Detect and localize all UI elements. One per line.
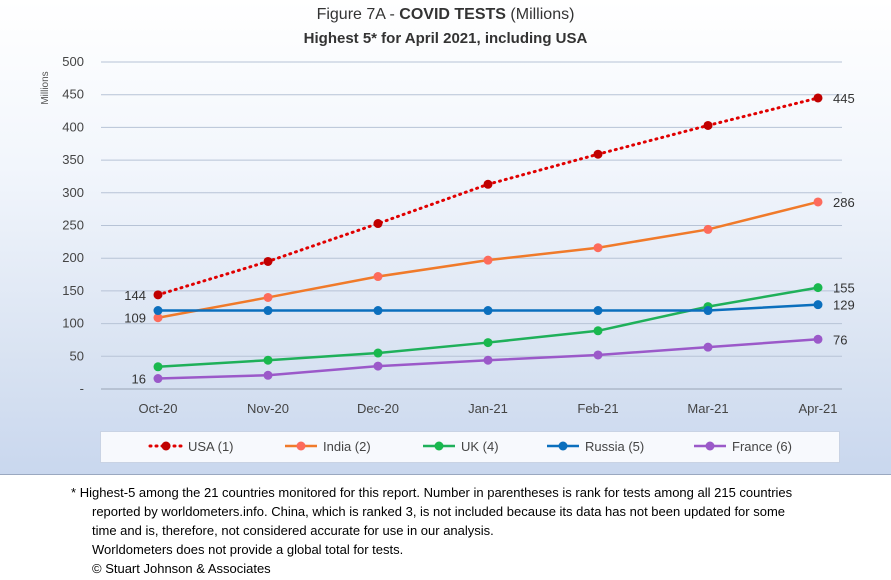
legend-swatch-marker bbox=[296, 441, 306, 451]
data-point bbox=[483, 179, 493, 189]
x-tick-label: Dec-20 bbox=[357, 401, 399, 416]
data-point bbox=[373, 361, 383, 371]
data-point bbox=[593, 149, 603, 159]
y-tick-label: - bbox=[80, 381, 84, 396]
y-tick-label: 100 bbox=[62, 316, 84, 331]
data-point bbox=[813, 300, 823, 310]
data-point bbox=[593, 306, 603, 316]
data-point bbox=[813, 197, 823, 207]
data-point bbox=[263, 292, 273, 302]
data-point bbox=[263, 306, 273, 316]
footnote-line-4: Worldometers does not provide a global t… bbox=[92, 542, 404, 557]
data-point bbox=[483, 255, 493, 265]
chart-area: Figure 7A - COVID TESTS (Millions) Highe… bbox=[0, 0, 891, 475]
legend-item: France (6) bbox=[732, 439, 792, 454]
data-point bbox=[153, 290, 163, 300]
data-point bbox=[373, 219, 383, 229]
data-point bbox=[483, 355, 493, 365]
x-tick-label: Mar-21 bbox=[687, 401, 728, 416]
data-point bbox=[153, 306, 163, 316]
data-point bbox=[593, 243, 603, 253]
chart-title: Figure 7A - COVID TESTS (Millions) bbox=[0, 6, 891, 24]
data-point bbox=[373, 306, 383, 316]
data-point bbox=[703, 224, 713, 234]
data-point bbox=[263, 370, 273, 380]
data-point bbox=[813, 93, 823, 103]
y-tick-label: 150 bbox=[62, 283, 84, 298]
data-point bbox=[153, 362, 163, 372]
legend-item: Russia (5) bbox=[585, 439, 644, 454]
footnote: * Highest-5 among the 21 countries monit… bbox=[71, 483, 880, 578]
data-label: 129 bbox=[833, 298, 855, 313]
data-point bbox=[813, 283, 823, 293]
data-label: 155 bbox=[833, 281, 855, 296]
y-tick-label: 500 bbox=[62, 54, 84, 69]
data-label: 16 bbox=[132, 372, 146, 387]
y-tick-label: 200 bbox=[62, 250, 84, 265]
footnote-star: * bbox=[71, 485, 77, 500]
data-point bbox=[263, 256, 273, 266]
data-point bbox=[703, 120, 713, 130]
y-tick-label: 50 bbox=[70, 348, 84, 363]
data-point bbox=[703, 342, 713, 352]
x-tick-label: Feb-21 bbox=[577, 401, 618, 416]
data-label: 286 bbox=[833, 195, 855, 210]
legend-item: UK (4) bbox=[461, 439, 499, 454]
data-label: 445 bbox=[833, 91, 855, 106]
footnote-copyright: © Stuart Johnson & Associates bbox=[92, 561, 271, 576]
chart-title-bold: COVID TESTS bbox=[399, 6, 506, 23]
data-point bbox=[813, 334, 823, 344]
data-point bbox=[593, 350, 603, 360]
x-tick-label: Jan-21 bbox=[468, 401, 508, 416]
legend-swatch-marker bbox=[705, 441, 715, 451]
data-point bbox=[593, 326, 603, 336]
legend-swatch-marker bbox=[161, 441, 171, 451]
legend-item: India (2) bbox=[323, 439, 371, 454]
legend-swatch-marker bbox=[434, 441, 444, 451]
footnote-line-1: * Highest-5 among the 21 countries monit… bbox=[71, 485, 793, 500]
legend-swatch-marker bbox=[558, 441, 568, 451]
legend-item: USA (1) bbox=[188, 439, 234, 454]
chart-title-suffix: (Millions) bbox=[505, 6, 575, 23]
line-chart: - 50 100 150 200 250 300 350 400 450 500 Millions Oc… bbox=[40, 54, 855, 454]
x-tick-label: Apr-21 bbox=[798, 401, 837, 416]
data-point bbox=[153, 313, 163, 323]
chart-title-prefix: Figure 7A - bbox=[316, 6, 400, 23]
y-tick-label: 250 bbox=[62, 218, 84, 233]
data-point bbox=[703, 306, 713, 316]
x-tick-label: Oct-20 bbox=[138, 401, 177, 416]
footnote-line-2: reported by worldometers.info. China, wh… bbox=[92, 504, 786, 519]
data-point bbox=[153, 374, 163, 384]
data-point bbox=[373, 348, 383, 358]
data-label: 144 bbox=[124, 288, 146, 303]
data-label: 76 bbox=[833, 332, 847, 347]
data-point bbox=[373, 272, 383, 282]
data-point bbox=[263, 355, 273, 365]
footnote-line-3: time and is, therefore, not considered a… bbox=[92, 523, 494, 538]
y-tick-label: 350 bbox=[62, 152, 84, 167]
chart-subtitle: Highest 5* for April 2021, including USA bbox=[303, 30, 588, 47]
data-point bbox=[483, 338, 493, 348]
data-label: 109 bbox=[124, 311, 146, 326]
y-tick-label: 400 bbox=[62, 119, 84, 134]
x-tick-label: Nov-20 bbox=[247, 401, 289, 416]
y-tick-label: 450 bbox=[62, 87, 84, 102]
y-axis-label: Millions bbox=[40, 71, 51, 104]
data-point bbox=[483, 306, 493, 316]
y-tick-label: 300 bbox=[62, 185, 84, 200]
